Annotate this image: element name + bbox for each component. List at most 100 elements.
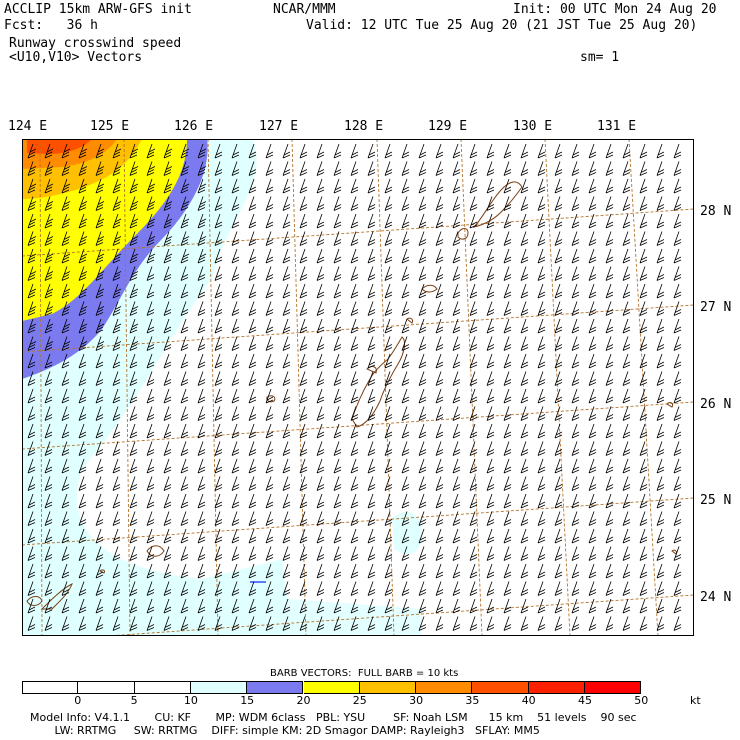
wind-barb — [197, 598, 206, 614]
wind-barb — [214, 546, 223, 561]
wind-barb — [214, 301, 223, 316]
wind-barb — [571, 143, 580, 159]
wind-barb — [418, 266, 427, 281]
wind-barb — [401, 406, 410, 421]
wind-barb — [520, 143, 529, 159]
wind-barb — [486, 178, 495, 194]
colorbar-bin — [528, 681, 585, 694]
wind-barb — [537, 563, 546, 579]
wind-barb — [197, 178, 207, 194]
wind-barb — [401, 616, 410, 631]
wind-barb — [656, 371, 665, 386]
wind-barb — [673, 581, 682, 596]
wind-barb — [282, 598, 291, 614]
wind-barb — [673, 528, 682, 544]
wind-barb — [282, 423, 291, 439]
wind-barb — [333, 406, 342, 421]
wind-barb — [503, 213, 512, 229]
wind-barb — [639, 581, 648, 596]
wind-barb — [367, 248, 376, 264]
lat-label-28: 28 N — [700, 204, 732, 219]
wind-barb — [571, 406, 580, 421]
meridian-128e — [376, 139, 395, 636]
wind-barb — [282, 353, 291, 369]
wind-barb — [469, 336, 478, 351]
wind-barb — [673, 196, 682, 211]
wind-barb — [554, 266, 563, 281]
wind-barb — [197, 563, 206, 579]
wind-speed-shading — [22, 139, 422, 636]
wind-barb — [146, 353, 155, 369]
wind-barb — [180, 178, 190, 194]
wind-barb — [231, 528, 240, 544]
wind-barb — [469, 248, 478, 264]
wind-barb — [163, 301, 172, 316]
wind-barb — [418, 476, 427, 491]
wind-barb — [129, 388, 138, 404]
wind-barb — [333, 266, 342, 281]
wind-barb — [673, 546, 682, 561]
wind-barb — [78, 598, 87, 614]
wind-barb — [129, 178, 139, 194]
wind-barb — [95, 353, 104, 369]
wind-barb — [27, 388, 36, 404]
wind-barb — [401, 388, 410, 404]
wind-barb — [316, 493, 325, 509]
wind-barb — [163, 528, 172, 544]
wind-barb — [197, 301, 206, 316]
wind-barb — [418, 493, 427, 509]
wind-barb — [78, 353, 87, 369]
wind-barb — [622, 178, 631, 194]
wind-barb — [520, 266, 529, 281]
wind-barb — [452, 318, 461, 334]
wind-barb — [27, 161, 37, 176]
wind-barb — [350, 143, 359, 159]
wind-barb — [333, 336, 342, 351]
wind-barb — [435, 581, 444, 596]
wind-barb — [605, 511, 614, 526]
wind-barb — [384, 143, 393, 159]
wind-barb — [452, 213, 461, 229]
wind-barb — [588, 336, 597, 351]
wind-barb — [333, 441, 342, 456]
wind-barb — [27, 511, 36, 526]
colorbar-bin — [472, 681, 529, 694]
wind-barb — [248, 441, 257, 456]
wind-barb — [554, 493, 563, 509]
wind-barb — [605, 231, 614, 246]
wind-barb — [231, 353, 240, 369]
meridian-124e — [39, 139, 43, 636]
wind-barb — [44, 231, 54, 246]
wind-barb — [401, 598, 410, 614]
wind-barb — [112, 511, 121, 526]
wind-barb — [639, 493, 648, 509]
wind-barb — [282, 441, 291, 456]
wind-barb — [316, 423, 325, 439]
wind-barb — [350, 371, 359, 386]
wind-barb — [469, 301, 478, 316]
wind-barb — [486, 301, 495, 316]
wind-barb — [673, 441, 682, 456]
wind-barb — [112, 528, 121, 544]
wind-barb — [78, 528, 87, 544]
wind-barb — [333, 161, 342, 176]
wind-barb — [95, 563, 104, 579]
wind-barb — [78, 406, 87, 421]
wind-barb — [622, 388, 631, 404]
wind-barb — [452, 581, 461, 596]
wind-barb — [265, 546, 274, 561]
wind-barb — [78, 248, 88, 264]
wind-barb — [418, 616, 427, 631]
wind-barb — [503, 598, 512, 614]
wind-barb — [401, 196, 410, 211]
meridian-131e — [628, 139, 659, 636]
wind-barb — [639, 563, 648, 579]
wind-barb — [231, 388, 240, 404]
wind-barb — [588, 528, 597, 544]
wind-barb — [418, 318, 427, 334]
wind-barb — [486, 563, 495, 579]
wind-barb — [61, 266, 71, 281]
wind-barb — [112, 563, 121, 579]
wind-barb — [588, 283, 597, 299]
wind-barb — [435, 301, 444, 316]
